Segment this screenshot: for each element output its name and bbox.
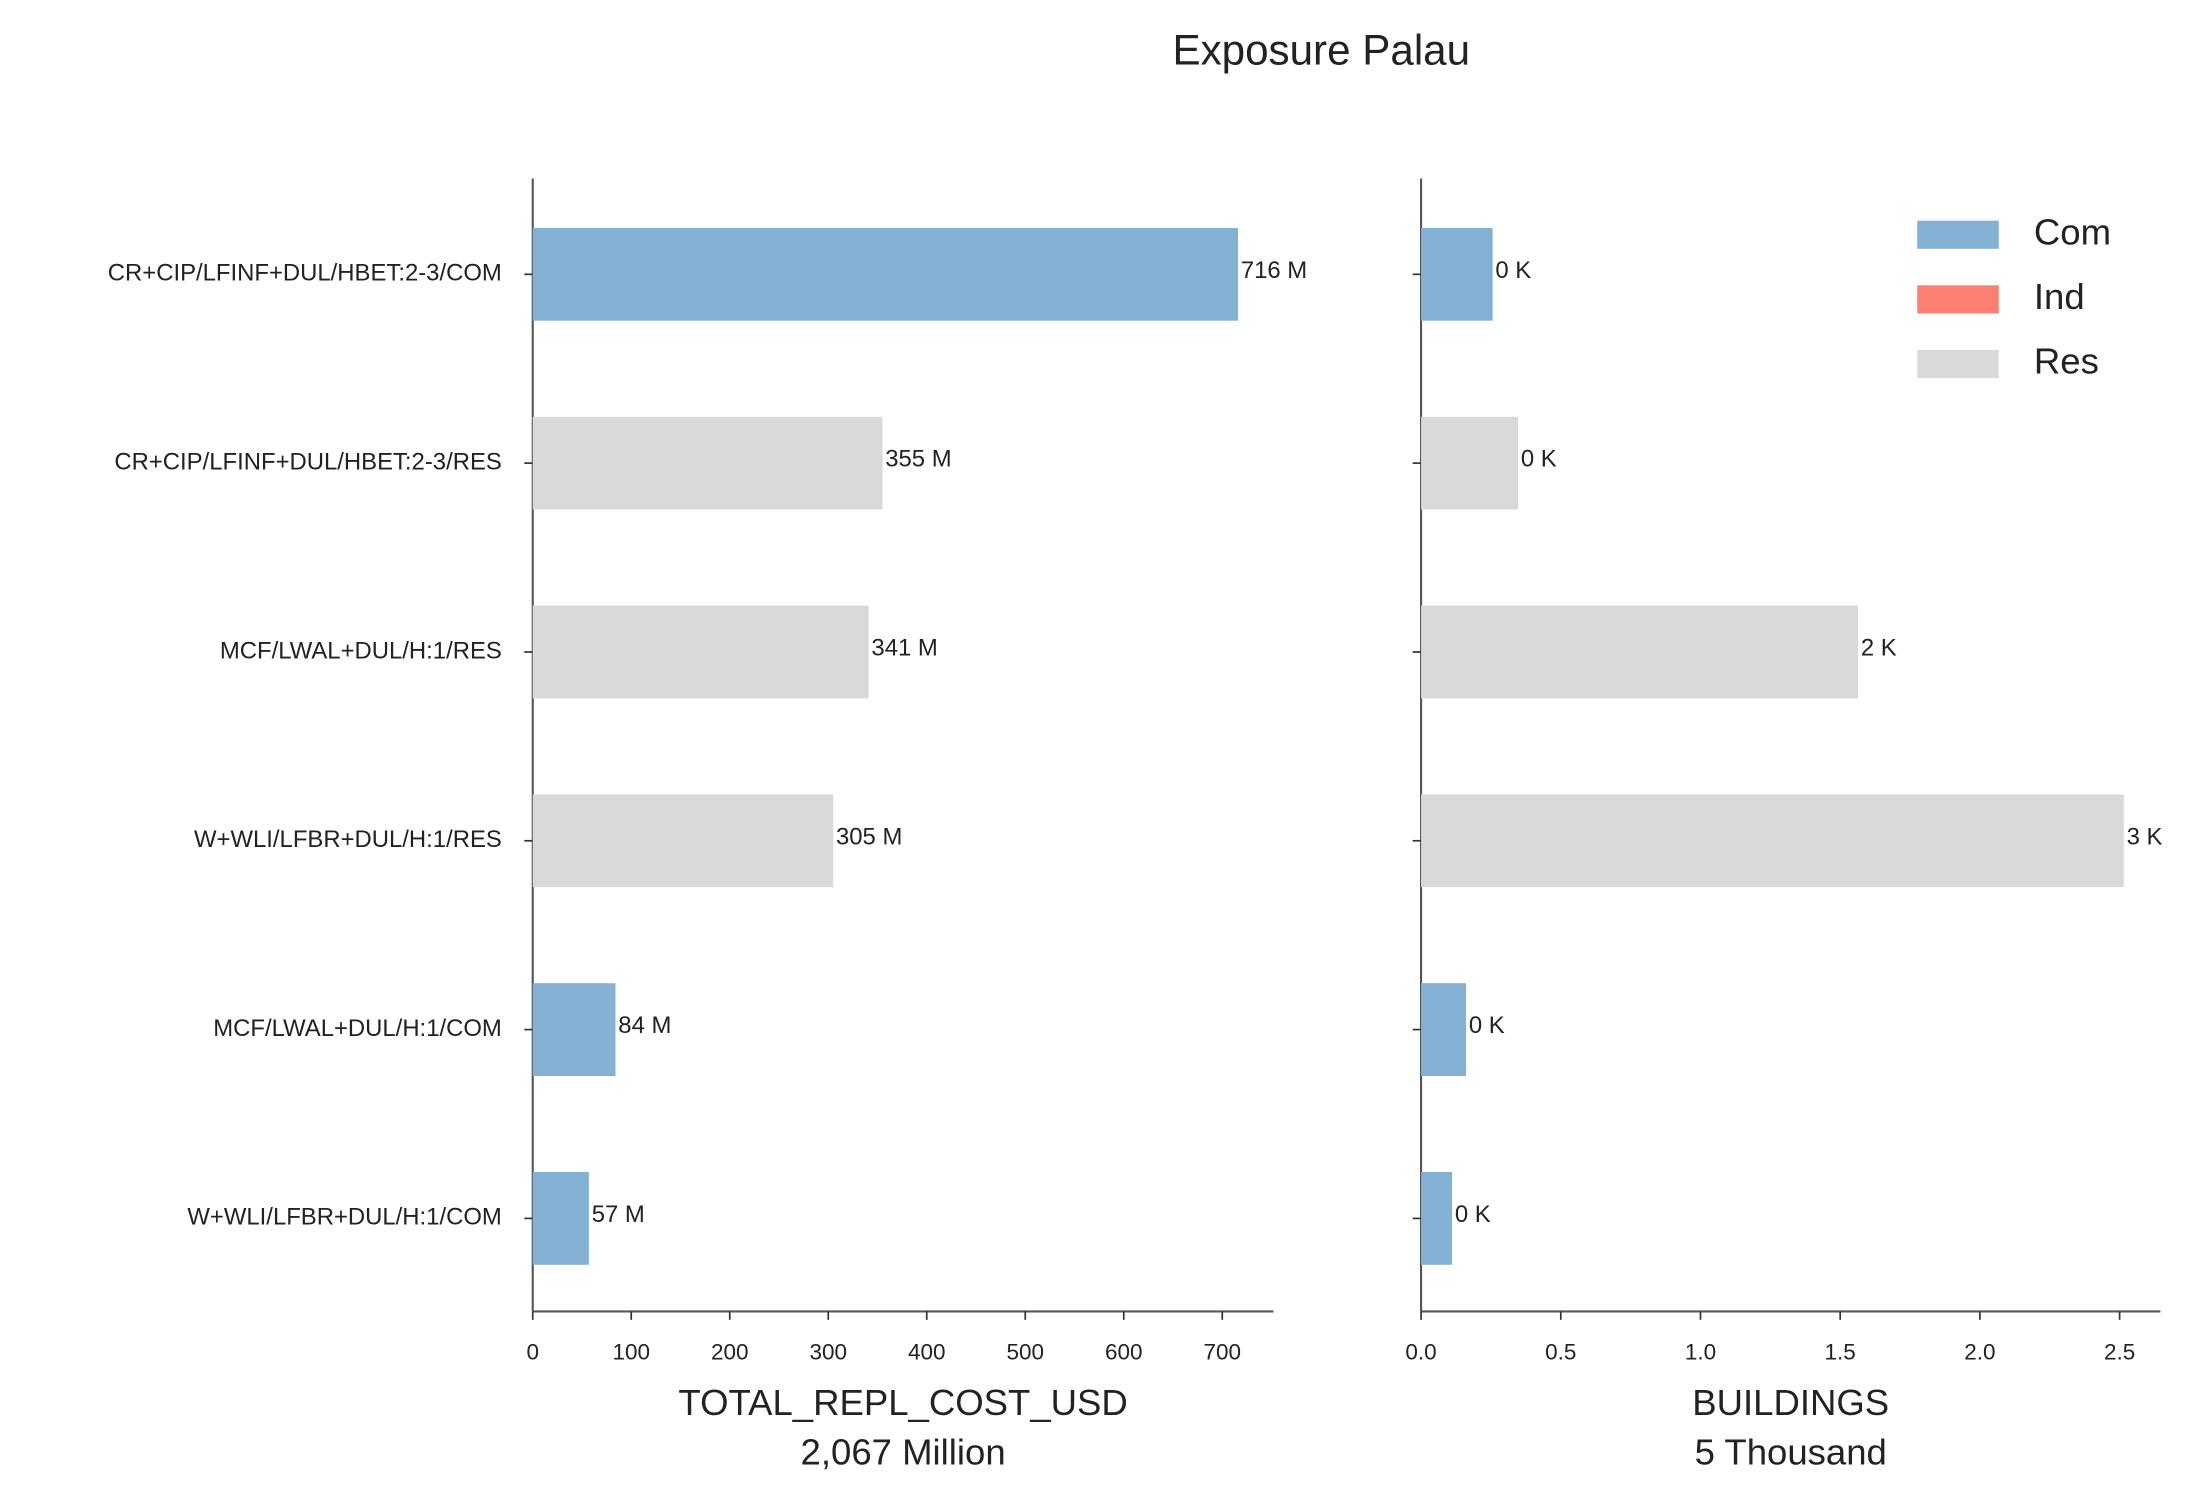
x-tick-label: 1.0 [1685, 1340, 1716, 1365]
legend-label: Com [2034, 211, 2111, 252]
y-tick-label: CR+CIP/LFINF+DUL/HBET:2-3/COM [108, 260, 502, 287]
bar [1421, 983, 1467, 1076]
x-tick-label: 0.5 [1545, 1340, 1576, 1365]
y-tick-label: W+WLI/LFBR+DUL/H:1/COM [187, 1204, 501, 1231]
x-tick-label: 0 [526, 1340, 539, 1365]
bar [532, 794, 834, 888]
bar [1421, 794, 2124, 888]
legend-label: Res [2034, 341, 2099, 382]
bar [1421, 416, 1519, 510]
value-label: 0 K [1469, 1012, 1505, 1039]
legend-swatch [1917, 285, 1999, 314]
y-tick-label: MCF/LWAL+DUL/H:1/COM [213, 1015, 502, 1042]
x-tick-label: 400 [908, 1340, 946, 1365]
value-label: 3 K [2127, 823, 2163, 850]
x-tick-label: 200 [711, 1340, 749, 1365]
x-tick-label: 700 [1204, 1340, 1242, 1365]
x-tick-label: 2.0 [1964, 1340, 1995, 1365]
value-label: 355 M [885, 446, 951, 473]
value-label: 0 K [1521, 446, 1557, 473]
x-tick-label: 0.0 [1405, 1340, 1436, 1365]
value-label: 84 M [618, 1012, 671, 1039]
y-tick-label: CR+CIP/LFINF+DUL/HBET:2-3/RES [114, 448, 501, 475]
x-axis-label: TOTAL_REPL_COST_USD [678, 1382, 1127, 1423]
value-label: 2 K [1861, 634, 1897, 661]
y-tick-label: W+WLI/LFBR+DUL/H:1/RES [194, 826, 502, 853]
bar [532, 605, 869, 699]
bar [532, 983, 616, 1076]
bar [1421, 1172, 1453, 1265]
legend-swatch [1917, 220, 1999, 249]
value-label: 57 M [592, 1201, 645, 1228]
legend-label: Ind [2034, 276, 2085, 317]
bar [532, 227, 1239, 321]
value-label: 305 M [836, 823, 902, 850]
value-label: 0 K [1455, 1201, 1491, 1228]
x-tick-label: 1.5 [1825, 1340, 1856, 1365]
x-axis-label: BUILDINGS [1692, 1382, 1889, 1423]
chart-title: Exposure Palau [1172, 27, 1470, 74]
bar [1421, 227, 1493, 321]
x-tick-label: 300 [809, 1340, 847, 1365]
bar [532, 1172, 589, 1265]
value-label: 341 M [871, 634, 937, 661]
x-tick-label: 500 [1007, 1340, 1045, 1365]
value-label: 0 K [1495, 257, 1531, 284]
x-axis-sublabel: 2,067 Million [801, 1431, 1006, 1472]
x-tick-label: 100 [612, 1340, 650, 1365]
value-label: 716 M [1241, 257, 1307, 284]
y-tick-label: MCF/LWAL+DUL/H:1/RES [220, 637, 502, 664]
x-axis-sublabel: 5 Thousand [1695, 1431, 1887, 1472]
x-tick-label: 600 [1105, 1340, 1143, 1365]
bar [532, 416, 883, 510]
bar [1421, 605, 1859, 699]
x-tick-label: 2.5 [2104, 1340, 2135, 1365]
legend-swatch [1917, 349, 1999, 379]
